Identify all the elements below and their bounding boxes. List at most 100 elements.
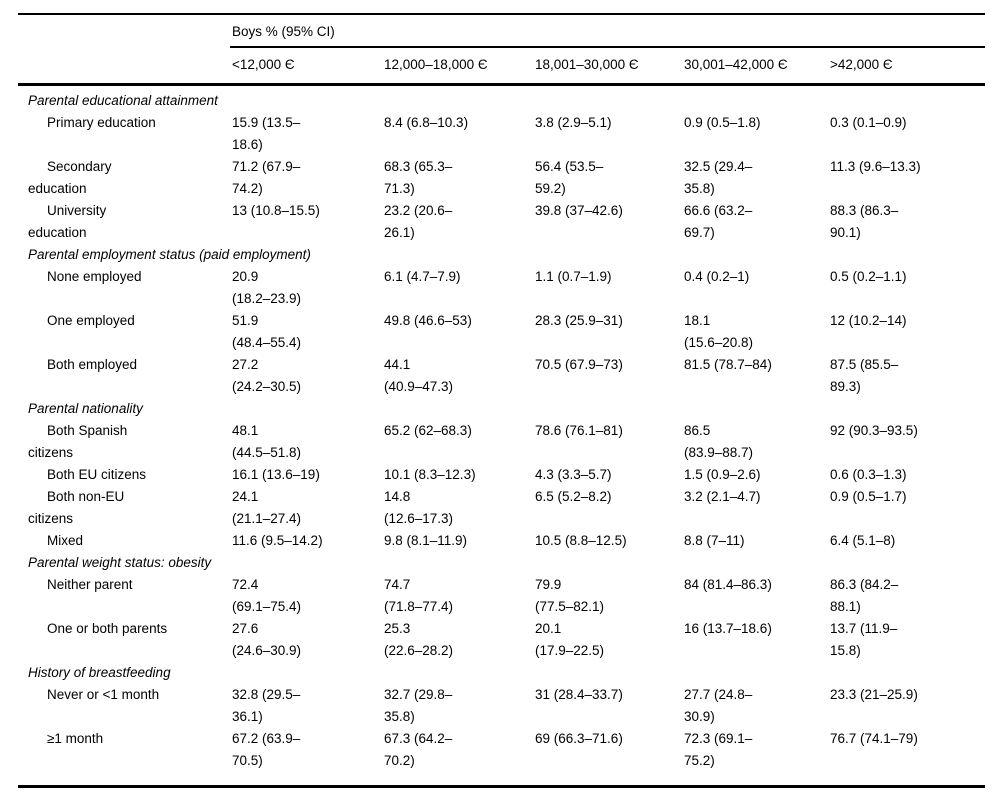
table-row: Both employed 27.2 (24.2–30.5) 44.1 (40.9–… xyxy=(18,354,985,398)
value-cell: 0.6 (0.3–1.3) xyxy=(830,467,907,482)
section-row: Parental nationality xyxy=(18,398,985,420)
value-cell: 3.8 (2.9–5.1) xyxy=(535,115,612,130)
value-cell: 31 (28.4–33.7) xyxy=(535,687,623,702)
value-cell: 10.5 (8.8–12.5) xyxy=(535,533,627,548)
value-cell: 72.3 (69.1– 75.2) xyxy=(684,731,753,768)
value-cell: 8.4 (6.8–10.3) xyxy=(384,115,469,130)
value-cell: 6.4 (5.1–8) xyxy=(830,533,896,548)
group-header-row: Boys % (95% CI) xyxy=(18,14,986,48)
value-cell: 6.1 (4.7–7.9) xyxy=(384,269,461,284)
value-cell: 10.1 (8.3–12.3) xyxy=(384,467,476,482)
value-cell: 14.8 (12.6–17.3) xyxy=(384,489,454,526)
value-cell: 0.4 (0.2–1) xyxy=(684,269,750,284)
value-cell: 49.8 (46.6–53) xyxy=(384,313,472,328)
value-cell: 0.9 (0.5–1.7) xyxy=(830,489,907,504)
row-label: Both Spanish citizens xyxy=(28,423,128,460)
value-cell: 68.3 (65.3– 71.3) xyxy=(384,159,453,196)
value-cell: 66.6 (63.2– 69.7) xyxy=(684,203,753,240)
row-label: Both EU citizens xyxy=(47,467,147,482)
value-cell: 65.2 (62–68.3) xyxy=(384,423,472,438)
value-cell: 23.3 (21–25.9) xyxy=(830,687,918,702)
value-cell: 13 (10.8–15.5) xyxy=(232,203,320,218)
value-cell: 4.3 (3.3–5.7) xyxy=(535,467,612,482)
table-row: University education 13 (10.8–15.5) 23.2 (… xyxy=(18,200,985,244)
value-cell: 25.3 (22.6–28.2) xyxy=(384,621,454,658)
value-cell: 76.7 (74.1–79) xyxy=(830,731,918,746)
value-cell: 32.8 (29.5– 36.1) xyxy=(232,687,301,724)
value-cell: 92 (90.3–93.5) xyxy=(830,423,918,438)
section-row: Parental weight status: obesity xyxy=(18,552,985,574)
value-cell: 1.5 (0.9–2.6) xyxy=(684,467,761,482)
value-cell: 69 (66.3–71.6) xyxy=(535,731,623,746)
value-cell: 48.1 (44.5–51.8) xyxy=(232,423,302,460)
section-row: Parental educational attainment xyxy=(18,85,985,113)
value-cell: 20.9 (18.2–23.9) xyxy=(232,269,302,306)
row-label: One or both parents xyxy=(47,621,168,636)
value-cell: 16.1 (13.6–19) xyxy=(232,467,320,482)
value-cell: 16 (13.7–18.6) xyxy=(684,621,772,636)
value-cell: 6.5 (5.2–8.2) xyxy=(535,489,612,504)
value-cell: 70.5 (67.9–73) xyxy=(535,357,623,372)
column-header: 12,000–18,000 Є xyxy=(382,47,533,86)
table-row: Neither parent 72.4 (69.1–75.4) 74.7 (71.8… xyxy=(18,574,985,618)
section-row: History of breastfeeding xyxy=(18,662,985,684)
column-header: >42,000 Є xyxy=(828,47,986,86)
value-cell: 67.2 (63.9– 70.5) xyxy=(232,731,301,768)
value-cell: 20.1 (17.9–22.5) xyxy=(535,621,605,658)
boys-percent-ci-table: Boys % (95% CI) <12,000 Є 12,000–18,000 Є… xyxy=(18,13,986,788)
section-title: Parental educational attainment xyxy=(28,93,218,108)
row-label: ≥1 month xyxy=(47,731,104,746)
value-cell: 67.3 (64.2– 70.2) xyxy=(384,731,453,768)
table-row: One or both parents 27.6 (24.6–30.9) 25.3 … xyxy=(18,618,985,662)
row-label: Never or <1 month xyxy=(47,687,160,702)
row-label: One employed xyxy=(47,313,135,328)
value-cell: 0.3 (0.1–0.9) xyxy=(830,115,907,130)
column-header: 18,001–30,000 Є xyxy=(533,47,682,86)
value-cell: 86.3 (84.2– 88.1) xyxy=(830,577,899,614)
value-cell: 51.9 (48.4–55.4) xyxy=(232,313,302,350)
value-cell: 1.1 (0.7–1.9) xyxy=(535,269,612,284)
value-cell: 12 (10.2–14) xyxy=(830,313,907,328)
table-row: Never or <1 month 32.8 (29.5– 36.1) 32.7 (… xyxy=(18,684,985,728)
section-title: Parental nationality xyxy=(28,401,143,416)
value-cell: 56.4 (53.5– 59.2) xyxy=(535,159,604,196)
value-cell: 24.1 (21.1–27.4) xyxy=(232,489,302,526)
value-cell: 8.8 (7–11) xyxy=(684,533,745,548)
table-body: Parental educational attainment Primary e… xyxy=(18,85,985,787)
value-cell: 3.2 (2.1–4.7) xyxy=(684,489,761,504)
value-cell: 27.2 (24.2–30.5) xyxy=(232,357,302,394)
value-cell: 0.5 (0.2–1.1) xyxy=(830,269,907,284)
table-row: Both EU citizens 16.1 (13.6–19) 10.1 (8.3–… xyxy=(18,464,985,486)
value-cell: 11.3 (9.6–13.3) xyxy=(830,159,921,174)
row-label: Neither parent xyxy=(47,577,133,592)
value-cell: 9.8 (8.1–11.9) xyxy=(384,533,468,548)
section-title: Parental employment status (paid employm… xyxy=(28,247,311,262)
value-cell: 32.5 (29.4– 35.8) xyxy=(684,159,753,196)
value-cell: 88.3 (86.3– 90.1) xyxy=(830,203,899,240)
table-row: Primary education 15.9 (13.5– 18.6) 8.4 (6… xyxy=(18,112,985,156)
row-label: None employed xyxy=(47,269,142,284)
table-row: Both non-EU citizens 24.1 (21.1–27.4) 14.8… xyxy=(18,486,985,530)
value-cell: 84 (81.4–86.3) xyxy=(684,577,772,592)
value-cell: 74.7 (71.8–77.4) xyxy=(384,577,454,614)
group-header: Boys % (95% CI) xyxy=(230,14,986,48)
table-header: Boys % (95% CI) <12,000 Є 12,000–18,000 Є… xyxy=(18,14,986,86)
table-row: ≥1 month 67.2 (63.9– 70.5) 67.3 (64.2– 70.… xyxy=(18,728,985,787)
value-cell: 32.7 (29.8– 35.8) xyxy=(384,687,453,724)
table-row: Both Spanish citizens 48.1 (44.5–51.8) 65.… xyxy=(18,420,985,464)
value-cell: 86.5 (83.9–88.7) xyxy=(684,423,754,460)
corner-cell xyxy=(18,47,230,86)
section-title: History of breastfeeding xyxy=(28,665,171,680)
table-row: Secondary education 71.2 (67.9– 74.2) 68.3… xyxy=(18,156,985,200)
table-row: Mixed 11.6 (9.5–14.2) 9.8 (8.1–11.9) 10.5 (… xyxy=(18,530,985,552)
value-cell: 27.7 (24.8– 30.9) xyxy=(684,687,753,724)
value-cell: 0.9 (0.5–1.8) xyxy=(684,115,761,130)
value-cell: 79.9 (77.5–82.1) xyxy=(535,577,605,614)
section-title: Parental weight status: obesity xyxy=(28,555,212,570)
value-cell: 78.6 (76.1–81) xyxy=(535,423,623,438)
row-label: Secondary education xyxy=(28,159,112,196)
value-cell: 11.6 (9.5–14.2) xyxy=(232,533,323,548)
value-cell: 72.4 (69.1–75.4) xyxy=(232,577,302,614)
value-cell: 81.5 (78.7–84) xyxy=(684,357,772,372)
